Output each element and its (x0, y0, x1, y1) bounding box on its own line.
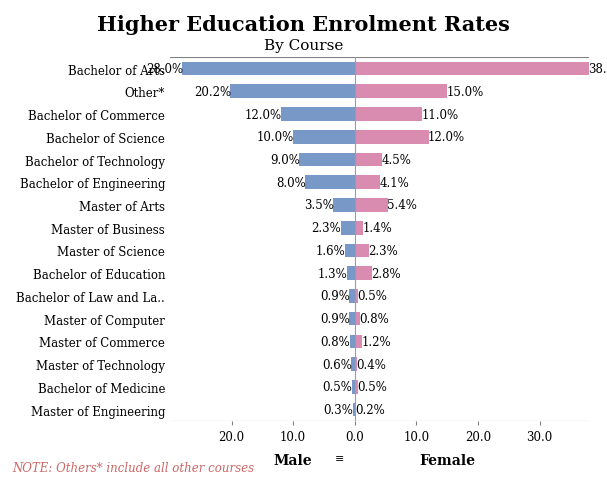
Bar (354, 312, 360, 326)
Text: 0.9%: 0.9% (320, 313, 350, 325)
Text: 12.0%: 12.0% (428, 131, 465, 144)
Text: 0.2%: 0.2% (355, 403, 385, 416)
Text: 8.0%: 8.0% (276, 176, 306, 189)
Bar (354, 267, 372, 280)
Text: Female: Female (419, 453, 475, 467)
Bar (333, 199, 354, 212)
Text: 4.1%: 4.1% (379, 176, 409, 189)
Bar (354, 244, 369, 258)
Text: 38.0%: 38.0% (588, 63, 607, 76)
Bar (354, 222, 364, 235)
Text: 28.0%: 28.0% (146, 63, 183, 76)
Text: 9.0%: 9.0% (270, 154, 300, 166)
Bar (354, 403, 356, 417)
Text: 15.0%: 15.0% (447, 86, 484, 99)
Bar (354, 108, 422, 121)
Text: 20.2%: 20.2% (194, 86, 231, 99)
Bar (354, 62, 589, 76)
Text: 12.0%: 12.0% (245, 108, 282, 121)
Text: 0.5%: 0.5% (357, 290, 387, 303)
Text: 2.3%: 2.3% (311, 222, 341, 235)
Bar (351, 358, 354, 371)
Bar (347, 267, 354, 280)
Text: 0.5%: 0.5% (357, 380, 387, 393)
Text: 0.8%: 0.8% (320, 335, 350, 348)
Bar (350, 335, 354, 348)
Bar (354, 131, 429, 144)
Text: By Course: By Course (264, 39, 343, 53)
Text: 0.9%: 0.9% (320, 290, 350, 303)
Text: 0.8%: 0.8% (359, 313, 389, 325)
Bar (281, 108, 354, 121)
Bar (351, 380, 354, 394)
Text: Male: Male (274, 453, 313, 467)
Bar (230, 85, 354, 99)
Bar (354, 335, 362, 348)
Text: 1.4%: 1.4% (363, 222, 393, 235)
Bar (353, 403, 354, 417)
Text: 1.2%: 1.2% (362, 335, 391, 348)
Bar (354, 153, 382, 167)
Bar (299, 153, 354, 167)
Bar (354, 199, 388, 212)
Text: 1.6%: 1.6% (316, 244, 345, 257)
Text: NOTE: Others* include all other courses: NOTE: Others* include all other courses (12, 461, 254, 474)
Text: 10.0%: 10.0% (257, 131, 294, 144)
Bar (354, 85, 447, 99)
Text: 4.5%: 4.5% (382, 154, 412, 166)
Text: 0.6%: 0.6% (322, 358, 351, 371)
Text: ≡: ≡ (334, 453, 344, 463)
Bar (354, 380, 358, 394)
Text: 2.3%: 2.3% (368, 244, 398, 257)
Bar (349, 312, 354, 326)
Text: 3.5%: 3.5% (304, 199, 334, 212)
Text: 0.5%: 0.5% (322, 380, 352, 393)
Text: 0.3%: 0.3% (324, 403, 353, 416)
Text: 11.0%: 11.0% (422, 108, 459, 121)
Bar (349, 289, 354, 303)
Bar (345, 244, 354, 258)
Text: 0.4%: 0.4% (356, 358, 387, 371)
Bar (182, 62, 354, 76)
Text: 1.3%: 1.3% (317, 267, 347, 280)
Text: 2.8%: 2.8% (371, 267, 401, 280)
Text: Higher Education Enrolment Rates: Higher Education Enrolment Rates (97, 15, 510, 34)
Text: 5.4%: 5.4% (387, 199, 417, 212)
Bar (305, 176, 354, 190)
Bar (293, 131, 354, 144)
Bar (354, 176, 380, 190)
Bar (341, 222, 354, 235)
Bar (354, 358, 357, 371)
Bar (354, 289, 358, 303)
